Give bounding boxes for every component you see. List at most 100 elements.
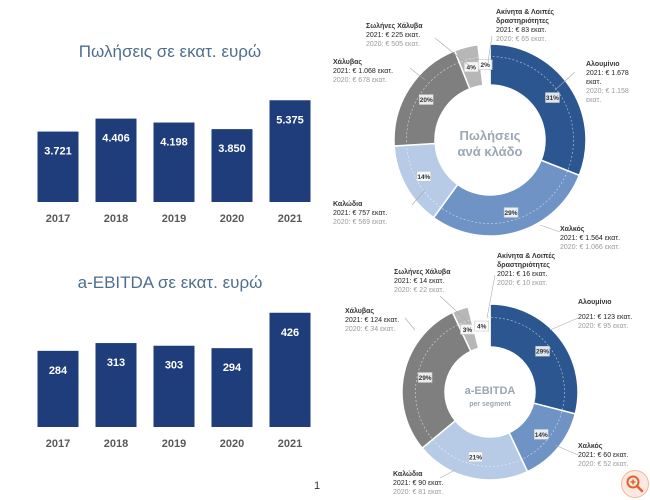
ebitda-donut-center-line1: a-EBITDA [464, 385, 516, 397]
leader-line [409, 67, 426, 81]
ebitda-bar-2018 [95, 343, 137, 427]
sales-donut-pct-badge [419, 94, 434, 105]
ebitda-bar-2017 [37, 350, 79, 427]
label-2021: 2021: € 60 εκατ. [578, 452, 629, 459]
leader-line [439, 295, 469, 323]
label-name: Ακίνητα & Λοιπές δραστηριότητες [497, 253, 556, 269]
ebitda-bar-2020 [211, 348, 253, 427]
sales-tick-label: 2017 [46, 213, 70, 225]
sales-tick-label: 2020 [220, 213, 244, 225]
ebitda-value-label: 313 [107, 357, 125, 369]
sales-label-cables: Καλώδια 2021: € 757 εκατ. 2020: € 569 εκ… [333, 200, 413, 227]
ebitda-label-realestate: Ακίνητα & Λοιπές δραστηριότητες 2021: € … [497, 252, 577, 288]
label-2020: 2020: € 10 εκατ. [497, 280, 548, 287]
leader-line [411, 189, 426, 206]
ebitda-donut-dashed-ring [415, 317, 565, 467]
ebitda-donut-pct-label: 29% [419, 375, 432, 382]
sales-tick-label: 2018 [104, 213, 128, 225]
sales-donut-pct-label: 4% [467, 64, 477, 71]
sales-value-label: 3.850 [218, 143, 246, 155]
ebitda-bar-2019 [153, 345, 195, 427]
label-2021: 2021: € 1.564 εκατ. [560, 235, 621, 242]
label-name: Χάλυβας [333, 59, 363, 66]
sales-label-realestate: Ακίνητα & Λοιπές δραστηριότητες 2021: € … [496, 8, 576, 44]
sales-label-copper: Χαλκός 2021: € 1.564 εκατ. 2020: € 1.066… [560, 225, 640, 252]
sales-donut-pct-label: 20% [420, 97, 433, 104]
ebitda-label-steel-pipes: Σωλήνες Χάλυβα 2021: € 14 εκατ. 2020: € … [394, 268, 474, 295]
zoom-button[interactable] [621, 470, 649, 498]
leader-line [439, 469, 456, 479]
ebitda-donut-slice-aluminium [489, 303, 579, 415]
ebitda-donut-pct-label: 29% [536, 349, 549, 356]
ebitda-donut-pct-label: 4% [477, 324, 487, 331]
label-name: Αλουμίνιο [578, 299, 612, 306]
leader-line [554, 444, 579, 456]
label-2020: 2020: € 95 εκατ. [578, 323, 629, 330]
ebitda-tick-label: 2020 [220, 438, 244, 450]
label-2021: 2021: € 1.068 εκατ. [333, 68, 394, 75]
ebitda-tick-label: 2019 [162, 438, 186, 450]
ebitda-tick-label: 2018 [104, 438, 128, 450]
sales-bar-2020 [211, 129, 253, 202]
sales-bar-2021 [269, 100, 311, 202]
sales-label-steel: Χάλυβας 2021: € 1.068 εκατ. 2020: € 678 … [333, 58, 413, 85]
ebitda-label-cables: Καλώδια 2021: € 90 εκατ. 2020: € 81 εκατ… [393, 470, 473, 497]
label-name: Καλώδια [333, 201, 363, 208]
label-2020: 2020: € 81 εκατ. [393, 489, 444, 496]
sales-label-aluminium: Αλουμίνιο 2021: € 1.678 εκατ. 2020: € 1.… [586, 60, 646, 105]
sales-bar-2019 [153, 122, 195, 202]
label-2021: 2021: € 124 εκατ. [345, 317, 400, 324]
sales-bar-2017 [37, 131, 79, 202]
label-2020: 2020: € 22 εκατ. [394, 287, 445, 294]
label-2021: 2021: € 90 εκατ. [393, 480, 444, 487]
sales-donut-pct-badge [503, 207, 519, 218]
sales-donut-pct-label: 31% [546, 95, 559, 102]
label-2020: 2020: € 52 εκατ. [578, 461, 629, 468]
label-name: Ακίνητα & Λοιπές δραστηριότητες [496, 9, 555, 25]
label-2020: 2020: € 1.066 εκατ. [560, 244, 621, 251]
label-name: Αλουμίνιο [586, 61, 620, 68]
ebitda-donut-center: a-EBITDA per segment [445, 385, 535, 411]
ebitda-bar-2021 [269, 312, 311, 427]
sales-value-label: 4.198 [160, 137, 188, 149]
label-2020: 2020: € 505 εκατ. [366, 41, 421, 48]
label-name: Χάλυβας [345, 308, 375, 315]
ebitda-donut-pct-label: 14% [535, 432, 548, 439]
label-name: Καλώδια [393, 471, 423, 478]
ebitda-label-steel: Χάλυβας 2021: € 124 εκατ. 2020: € 34 εκα… [345, 307, 415, 334]
label-2021: 2021: € 14 εκατ. [394, 278, 445, 285]
sales-donut-pct-badge [416, 171, 432, 182]
label-2020: 2020: € 678 εκατ. [333, 77, 388, 84]
label-2021: 2021: € 225 εκατ. [366, 32, 421, 39]
label-name: Χαλκός [560, 226, 585, 233]
label-2020: 2020: € 65 εκατ. [496, 36, 547, 43]
sales-donut-pct-label: 14% [417, 174, 430, 181]
label-2020: 2020: € 1.158 εκατ. [586, 88, 629, 104]
sales-donut-slice-copper [432, 159, 581, 237]
sales-donut-slice-aluminium [489, 43, 587, 177]
leader-line [487, 35, 493, 63]
label-2021: 2021: € 757 εκατ. [333, 210, 388, 217]
ebitda-value-label: 294 [223, 362, 242, 374]
label-2021: 2021: € 16 εκατ. [497, 271, 548, 278]
sales-bar-2018 [95, 118, 137, 202]
ebitda-donut-pct-badge [468, 451, 483, 463]
ebitda-donut-pct-badge [535, 345, 550, 357]
label-name: Σωλήνες Χάλυβα [394, 269, 451, 276]
ebitda-tick-label: 2017 [46, 438, 70, 450]
label-2020: 2020: € 34 εκατ. [345, 326, 396, 333]
ebitda-value-label: 284 [49, 365, 68, 377]
page-number: 1 [314, 480, 321, 492]
ebitda-donut-pct-label: 3% [463, 327, 473, 334]
ebitda-donut-pct-badge [533, 429, 549, 440]
sales-label-steel-pipes: Σωλήνες Χάλυβα 2021: € 225 εκατ. 2020: €… [366, 22, 446, 49]
ebitda-donut-center-line2: per segment [469, 401, 511, 408]
label-name: Σωλήνες Χάλυβα [366, 23, 423, 30]
sales-chart-title: Πωλήσεις σε εκατ. ευρώ [78, 42, 262, 61]
sales-value-label: 5.375 [276, 114, 304, 126]
sales-donut-dashed-ring [406, 56, 574, 224]
sales-donut-center-line2: ανά κλάδο [457, 144, 523, 159]
ebitda-label-copper: Χαλκός 2021: € 60 εκατ. 2020: € 52 εκατ. [578, 442, 646, 469]
sales-value-label: 4.406 [102, 133, 130, 145]
